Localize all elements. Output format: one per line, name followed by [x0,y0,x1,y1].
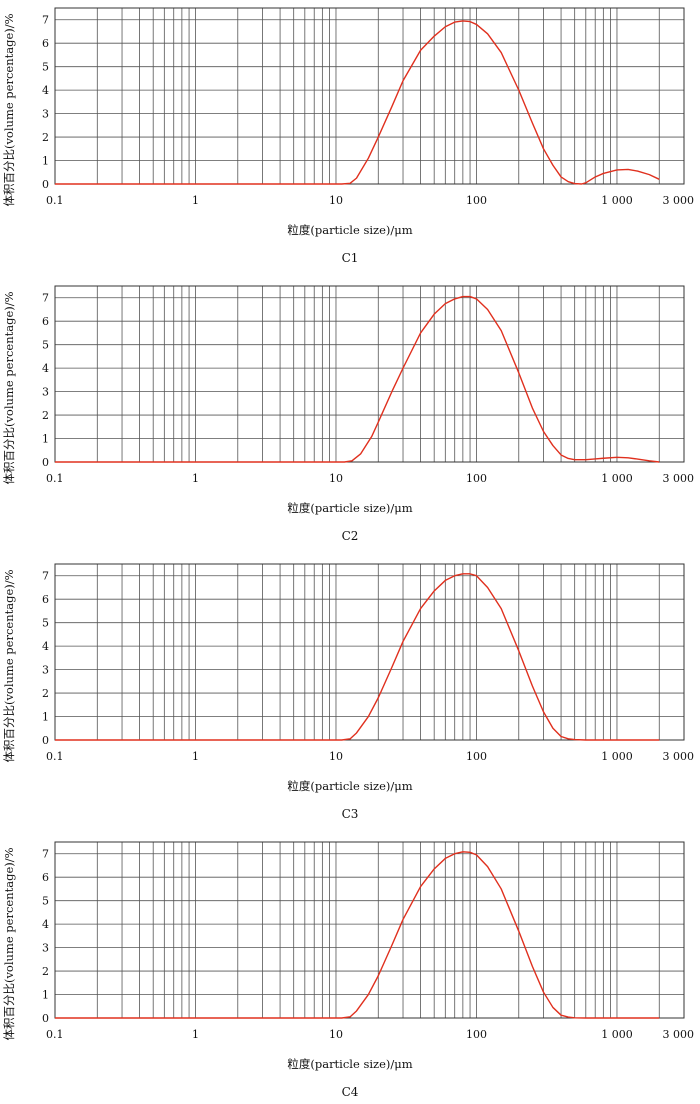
x-tick-label: 10 [329,750,343,763]
x-tick-label: 10 [329,194,343,207]
y-tick-label: 1 [42,155,49,168]
panel-caption: C3 [342,807,359,821]
x-tick-label: 1 [192,750,199,763]
distribution-curve [55,851,660,1019]
y-tick-label: 5 [42,895,49,908]
x-axis-label: 粒度(particle size)/μm [287,779,412,793]
x-tick-label: 3 000 [663,1028,695,1041]
x-tick-label: 1 000 [601,194,633,207]
y-tick-label: 5 [42,339,49,352]
distribution-curve [55,295,660,463]
y-tick-label: 4 [42,84,49,97]
y-tick-label: 7 [42,292,49,305]
chart-panel-2: 0 1 2 3 4 5 6 7 0.1 1 10 100 1 000 3 000 体积百分比(volume … [2,285,695,543]
y-tick-label: 6 [42,593,49,606]
x-tick-label: 1 [192,472,199,485]
y-tick-label: 6 [42,315,49,328]
plot-frame [54,563,685,741]
x-axis-label: 粒度(particle size)/μm [287,223,412,237]
x-tick-label: 10 [329,472,343,485]
x-tick-label: 0.1 [46,472,64,485]
x-tick-label: 3 000 [663,194,695,207]
x-tick-label: 1 000 [601,472,633,485]
y-tick-label: 0 [42,178,49,191]
chart-panel-4: 0 1 2 3 4 5 6 7 0.1 1 10 100 1 000 3 000 体积百分比(volume … [2,841,695,1099]
y-tick-label: 7 [42,14,49,27]
x-tick-label: 3 000 [663,750,695,763]
y-tick-label: 6 [42,37,49,50]
distribution-curve [55,573,660,741]
y-tick-label: 1 [42,433,49,446]
y-tick-label: 5 [42,61,49,74]
y-axis-label: 体积百分比(volume percentage)/% [2,569,16,762]
x-axis-label: 粒度(particle size)/μm [287,1057,412,1071]
y-tick-label: 3 [42,942,49,955]
distribution-curve [55,20,660,185]
x-tick-label: 1 [192,194,199,207]
y-tick-label: 7 [42,848,49,861]
x-tick-label: 100 [466,750,487,763]
y-axis-label: 体积百分比(volume percentage)/% [2,847,16,1040]
y-tick-label: 3 [42,108,49,121]
y-tick-label: 0 [42,1012,49,1025]
y-tick-label: 3 [42,664,49,677]
y-tick-label: 1 [42,711,49,724]
y-tick-label: 1 [42,989,49,1002]
y-tick-label: 3 [42,386,49,399]
plot-frame [54,285,685,463]
y-axis-label: 体积百分比(volume percentage)/% [2,291,16,484]
panel-caption: C4 [342,1085,359,1099]
x-tick-label: 3 000 [663,472,695,485]
y-tick-label: 6 [42,871,49,884]
x-tick-label: 1 000 [601,1028,633,1041]
y-tick-label: 7 [42,570,49,583]
x-axis-label: 粒度(particle size)/μm [287,501,412,515]
panel-caption: C2 [342,529,359,543]
y-tick-label: 4 [42,640,49,653]
x-tick-label: 100 [466,194,487,207]
panel-caption: C1 [342,251,359,265]
y-tick-label: 2 [42,965,49,978]
x-tick-label: 0.1 [46,194,64,207]
y-tick-label: 0 [42,456,49,469]
chart-panel-3: 0 1 2 3 4 5 6 7 0.1 1 10 100 1 000 3 000 体积百分比(volume … [2,563,695,821]
plot-frame [54,7,685,185]
y-tick-label: 2 [42,687,49,700]
x-tick-label: 100 [466,472,487,485]
x-tick-label: 0.1 [46,1028,64,1041]
x-tick-label: 0.1 [46,750,64,763]
x-tick-label: 1 000 [601,750,633,763]
x-tick-label: 1 [192,1028,199,1041]
x-tick-label: 10 [329,1028,343,1041]
y-tick-label: 4 [42,362,49,375]
y-tick-label: 5 [42,617,49,630]
y-tick-label: 2 [42,131,49,144]
x-tick-label: 100 [466,1028,487,1041]
plot-frame [54,841,685,1019]
y-tick-label: 2 [42,409,49,422]
y-tick-label: 0 [42,734,49,747]
chart-panel-1: 0 1 2 3 4 5 6 7 0.1 1 10 100 1 000 3 000 体积百分比(volume … [2,7,695,265]
y-axis-label: 体积百分比(volume percentage)/% [2,13,16,206]
y-tick-label: 4 [42,918,49,931]
